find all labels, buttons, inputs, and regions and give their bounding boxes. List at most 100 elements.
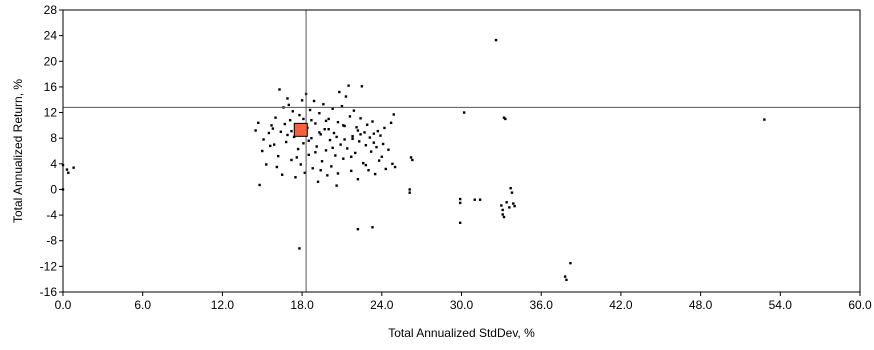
data-point bbox=[504, 117, 507, 121]
data-point bbox=[364, 163, 368, 167]
data-point bbox=[569, 261, 572, 265]
data-point bbox=[392, 113, 395, 116]
data-point bbox=[300, 99, 304, 102]
data-point bbox=[276, 154, 280, 158]
y-tick-label: 8 bbox=[50, 131, 57, 145]
data-point bbox=[318, 131, 321, 134]
data-point bbox=[327, 128, 330, 131]
data-point bbox=[379, 134, 382, 137]
y-tick-label: 28 bbox=[44, 3, 58, 17]
data-point bbox=[359, 133, 362, 136]
data-point bbox=[307, 153, 310, 157]
data-point bbox=[347, 84, 350, 87]
data-point bbox=[343, 138, 346, 141]
data-point bbox=[308, 108, 312, 112]
data-point bbox=[365, 123, 369, 126]
data-point bbox=[267, 131, 271, 135]
data-point bbox=[368, 136, 372, 139]
data-point bbox=[458, 221, 462, 224]
data-point bbox=[369, 150, 373, 153]
data-point bbox=[372, 132, 376, 135]
data-point bbox=[331, 146, 334, 149]
data-point bbox=[362, 161, 365, 165]
data-point bbox=[381, 142, 385, 146]
data-point bbox=[299, 163, 302, 166]
data-point bbox=[462, 111, 466, 114]
data-point bbox=[327, 117, 330, 121]
data-point bbox=[376, 129, 380, 133]
data-point bbox=[458, 197, 462, 201]
data-point bbox=[375, 145, 378, 149]
data-point bbox=[287, 103, 291, 107]
data-point bbox=[348, 115, 352, 118]
data-point bbox=[500, 204, 503, 207]
data-point bbox=[344, 95, 348, 98]
highlight-point bbox=[293, 122, 308, 137]
data-point bbox=[310, 136, 313, 140]
data-point bbox=[408, 191, 411, 194]
data-point bbox=[310, 119, 313, 122]
data-point bbox=[501, 208, 504, 212]
data-point bbox=[296, 147, 300, 151]
data-point bbox=[565, 278, 568, 282]
x-tick-label: 0.0 bbox=[55, 298, 72, 312]
data-point bbox=[254, 129, 257, 132]
data-point bbox=[505, 201, 508, 204]
data-point bbox=[331, 107, 334, 110]
data-point bbox=[294, 176, 297, 179]
data-point bbox=[262, 138, 265, 141]
x-tick-label: 24.0 bbox=[370, 298, 394, 312]
data-point bbox=[290, 129, 293, 133]
data-point bbox=[360, 85, 364, 88]
y-axis-title: Total Annualized Return, % bbox=[11, 79, 25, 223]
x-tick-label: 12.0 bbox=[211, 298, 235, 312]
data-point bbox=[67, 171, 70, 174]
data-point bbox=[322, 103, 325, 106]
data-point bbox=[372, 141, 376, 144]
data-point bbox=[373, 172, 377, 176]
data-point bbox=[763, 118, 766, 121]
data-point bbox=[265, 163, 268, 166]
data-point bbox=[290, 158, 293, 162]
data-point bbox=[312, 99, 316, 103]
data-point bbox=[326, 174, 329, 177]
data-point bbox=[334, 154, 337, 157]
data-point bbox=[354, 151, 357, 155]
data-point bbox=[258, 183, 261, 187]
data-point bbox=[509, 186, 512, 190]
data-point bbox=[501, 213, 504, 216]
data-point bbox=[330, 165, 333, 168]
data-point bbox=[364, 144, 368, 147]
data-point bbox=[384, 167, 387, 171]
data-point bbox=[319, 133, 322, 136]
data-point bbox=[351, 135, 354, 138]
data-point bbox=[343, 124, 346, 128]
data-point bbox=[494, 38, 498, 42]
data-point bbox=[393, 165, 397, 169]
data-point bbox=[286, 97, 289, 100]
data-point bbox=[371, 226, 374, 229]
data-point bbox=[342, 157, 345, 160]
data-point bbox=[563, 275, 567, 278]
data-point bbox=[340, 104, 344, 108]
y-tick-label: -12 bbox=[40, 259, 58, 273]
data-point bbox=[320, 160, 324, 163]
y-tick-label: 4 bbox=[50, 157, 57, 171]
x-tick-label: 6.0 bbox=[134, 298, 151, 312]
data-point bbox=[356, 129, 360, 132]
data-point bbox=[363, 131, 366, 134]
data-point bbox=[387, 148, 390, 151]
data-point bbox=[350, 169, 353, 173]
x-tick-label: 48.0 bbox=[689, 298, 713, 312]
data-point bbox=[288, 119, 292, 122]
data-point bbox=[336, 120, 340, 124]
data-point bbox=[280, 173, 284, 176]
data-point bbox=[336, 172, 340, 175]
y-tick-label: 12 bbox=[44, 106, 58, 120]
data-point bbox=[408, 188, 411, 191]
y-tick-label: -8 bbox=[46, 234, 57, 248]
data-point bbox=[328, 138, 332, 142]
data-point bbox=[319, 169, 322, 172]
